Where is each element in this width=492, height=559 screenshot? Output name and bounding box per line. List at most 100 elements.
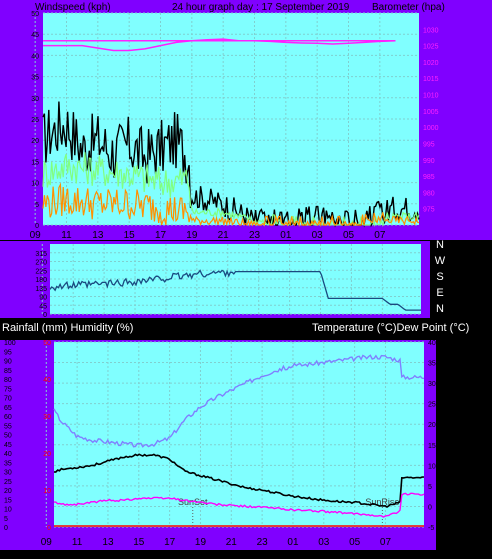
barometer-tick-label: 1020	[423, 60, 439, 67]
barometer-tick-label: 1010	[423, 93, 439, 100]
barometer-tick-label: 1015	[423, 76, 439, 83]
temperature-tick-label: 20	[428, 422, 436, 429]
humidity-tick-label: 90	[4, 359, 12, 366]
windspeed-tick-label: 15	[31, 159, 39, 166]
temperature-tick-label: -5	[428, 525, 434, 532]
temperature-x-tick-label: 15	[133, 537, 145, 548]
humidity-tick-label: 100	[4, 340, 16, 347]
temperature-x-tick-label: 21	[226, 537, 238, 548]
compass-label: S	[436, 271, 443, 283]
windspeed-tick-label: 0	[35, 223, 39, 230]
humidity-tick-label: 65	[4, 405, 12, 412]
windspeed-tick-label: 25	[31, 117, 39, 124]
rainfall-tick-label: 30	[43, 414, 51, 421]
temperature-tick-label: 30	[428, 381, 436, 388]
humidity-tick-label: 70	[4, 396, 12, 403]
direction-tick-label: 45	[39, 303, 47, 310]
temperature-tick-label: 40	[428, 340, 436, 347]
direction-tick-label: 135	[35, 286, 47, 293]
wind-x-tick-label: 11	[61, 230, 72, 241]
temperature-x-tick-label: 05	[349, 537, 361, 548]
compass-label: W	[435, 255, 446, 267]
rain-humidity-axis-title: Rainfall (mm) Humidity (%)	[2, 322, 133, 334]
temperature-x-tick-label: 13	[102, 537, 114, 548]
humidity-tick-label: 5	[4, 516, 8, 523]
barometer-tick-label: 1005	[423, 109, 439, 116]
temperature-tick-label: 0	[428, 504, 432, 511]
humidity-tick-label: 20	[4, 488, 12, 495]
rainfall-tick-label: 50	[43, 340, 51, 347]
temperature-x-tick-label: 07	[380, 537, 392, 548]
rainfall-tick-label: 10	[43, 488, 51, 495]
barometer-tick-label: 1030	[423, 27, 439, 34]
humidity-tick-label: 45	[4, 442, 12, 449]
humidity-tick-label: 75	[4, 386, 12, 393]
rainfall-tick-label: 0	[47, 525, 51, 532]
windspeed-tick-label: 50	[31, 11, 39, 18]
direction-tick-label: 180	[35, 277, 47, 284]
temperature-tick-label: 10	[428, 463, 436, 470]
direction-tick-label: 225	[35, 268, 47, 275]
compass-label: N	[436, 303, 444, 315]
windspeed-tick-label: 5	[35, 202, 39, 209]
wind-x-tick-label: 03	[312, 230, 324, 241]
barometer-tick-label: 985	[423, 174, 435, 181]
barometer-tick-label: 1000	[423, 125, 439, 132]
temperature-x-tick-label: 17	[164, 537, 176, 548]
humidity-tick-label: 55	[4, 423, 12, 430]
temperature-x-tick-label: 09	[41, 537, 53, 548]
windspeed-tick-label: 40	[31, 53, 39, 60]
wind-x-tick-label: 19	[186, 230, 198, 241]
humidity-tick-label: 40	[4, 451, 12, 458]
wind-x-tick-label: 17	[155, 230, 167, 241]
humidity-tick-label: 25	[4, 479, 12, 486]
humidity-tick-label: 50	[4, 433, 12, 440]
humidity-tick-label: 35	[4, 460, 12, 467]
humidity-tick-label: 15	[4, 497, 12, 504]
wind-x-tick-label: 21	[218, 230, 230, 241]
compass-label: E	[436, 287, 443, 299]
temperature-x-tick-label: 03	[318, 537, 330, 548]
windspeed-tick-label: 30	[31, 96, 39, 103]
temperature-x-tick-label: 23	[257, 537, 269, 548]
temperature-x-tick-label: 01	[287, 537, 299, 548]
windspeed-tick-label: 10	[31, 181, 39, 188]
barometer-tick-label: 995	[423, 141, 435, 148]
temperature-tick-label: 15	[428, 443, 436, 450]
windspeed-axis-title: Windspeed (kph)	[35, 2, 111, 13]
wind-x-tick-label: 07	[374, 230, 386, 241]
barometer-tick-label: 1025	[423, 44, 439, 51]
temperature-tick-label: 25	[428, 402, 436, 409]
humidity-tick-label: 60	[4, 414, 12, 421]
windspeed-tick-label: 35	[31, 75, 39, 82]
direction-tick-label: 315	[35, 251, 47, 258]
windspeed-tick-label: 20	[31, 138, 39, 145]
wind-x-tick-label: 09	[30, 230, 42, 241]
direction-tick-label: 270	[35, 260, 47, 267]
barometer-tick-label: 975	[423, 207, 435, 214]
humidity-tick-label: 0	[4, 525, 8, 532]
humidity-tick-label: 85	[4, 368, 12, 375]
wind-x-tick-label: 15	[124, 230, 136, 241]
wind-x-tick-label: 23	[249, 230, 261, 241]
temperature-axis-title: Temperature (°C)Dew Point (°C)	[312, 322, 469, 334]
rainfall-tick-label: 40	[43, 377, 51, 384]
barometer-tick-label: 980	[423, 190, 435, 197]
temperature-tick-label: 35	[428, 361, 436, 368]
direction-tick-label: 0	[43, 312, 47, 319]
temperature-x-tick-label: 11	[72, 537, 83, 548]
graph-title: 24 hour graph day : 17 September 2019	[172, 2, 350, 13]
wind-x-tick-label: 05	[343, 230, 355, 241]
temperature-tick-label: 5	[428, 484, 432, 491]
humidity-tick-label: 10	[4, 507, 12, 514]
barometer-tick-label: 990	[423, 158, 435, 165]
direction-tick-label: 90	[39, 295, 47, 302]
temperature-x-tick-label: 19	[195, 537, 207, 548]
humidity-tick-label: 95	[4, 349, 12, 356]
wind-x-tick-label: 01	[280, 230, 292, 241]
wind-x-tick-label: 13	[92, 230, 104, 241]
compass-label: N	[436, 239, 444, 251]
humidity-tick-label: 80	[4, 377, 12, 384]
